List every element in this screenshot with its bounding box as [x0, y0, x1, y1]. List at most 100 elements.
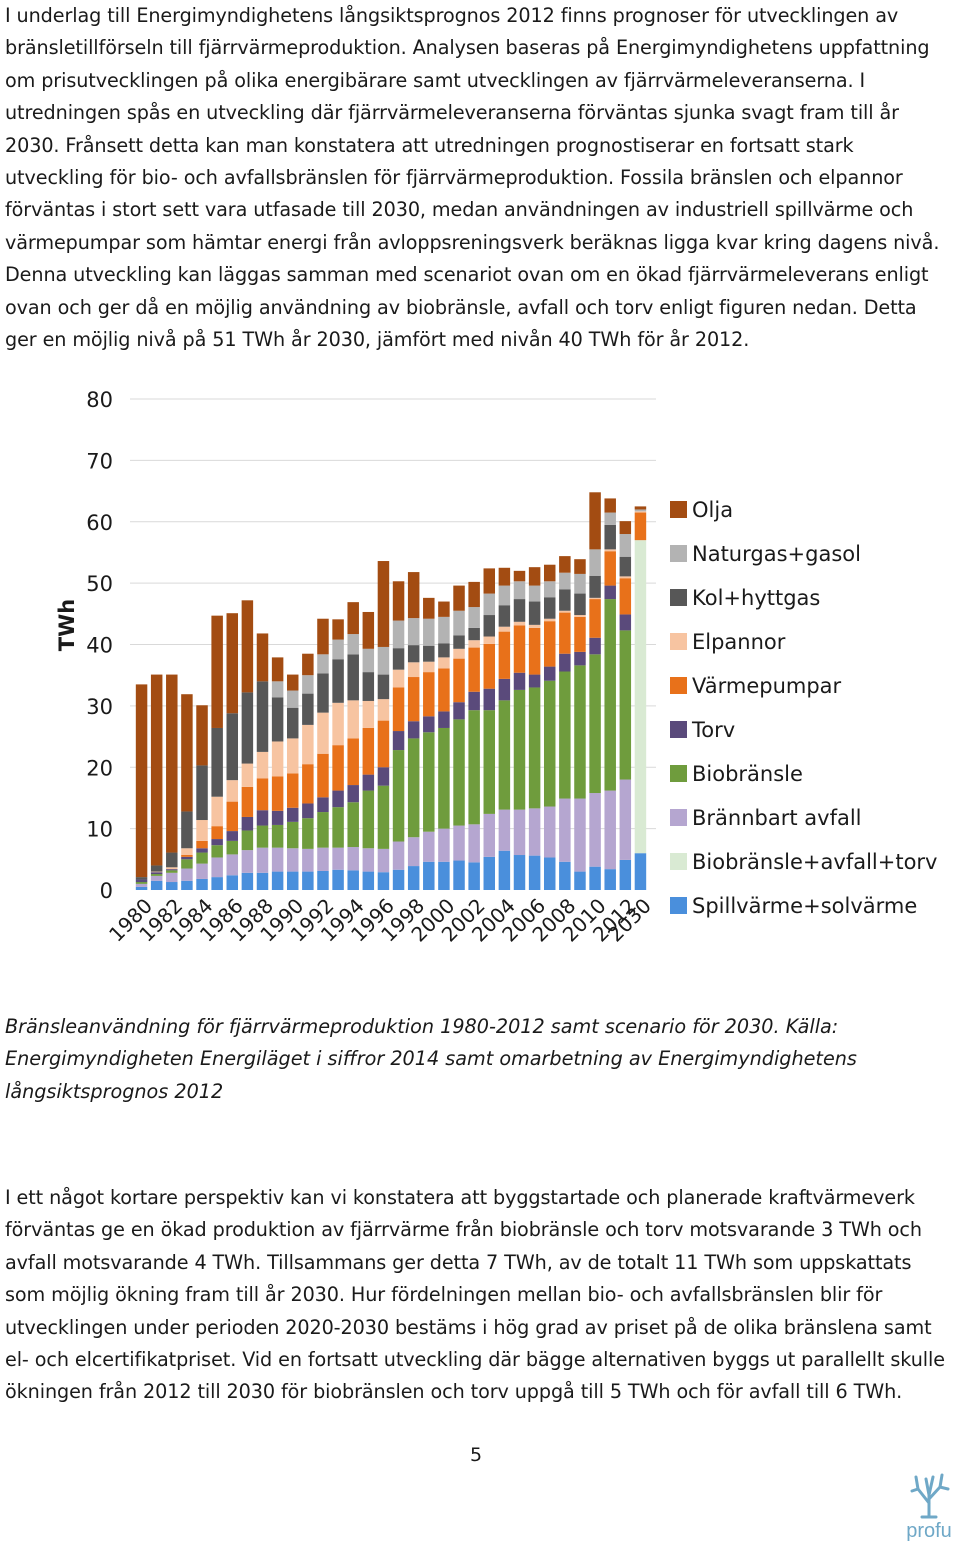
bar-segment: [241, 692, 254, 764]
bar-segment: [438, 643, 450, 658]
bar-segment: [423, 672, 435, 717]
bar-segment: [211, 727, 223, 797]
bar-segment: [332, 659, 344, 703]
bar-segment: [256, 810, 269, 826]
bar-segment: [256, 633, 269, 682]
bar-segment: [347, 654, 359, 701]
bar-segment: [604, 512, 616, 525]
bar-segment: [559, 671, 571, 799]
bar-segment: [271, 871, 284, 890]
bar-segment: [574, 798, 586, 872]
bar-segment: [483, 688, 496, 711]
legend-swatch: [670, 897, 687, 914]
bar-segment: [256, 778, 269, 811]
bar-segment: [286, 707, 299, 739]
bar-segment: [438, 711, 450, 728]
bar-segment: [286, 674, 299, 691]
bar-segment: [211, 839, 223, 846]
bar-segment: [528, 567, 541, 586]
bar-segment: [438, 727, 450, 829]
bar-segment: [468, 824, 480, 863]
legend-swatch: [670, 501, 687, 518]
bar-segment: [574, 615, 586, 617]
bar-segment: [377, 646, 390, 675]
bar-segment: [377, 785, 390, 849]
bar-segment: [498, 700, 511, 810]
bar-segment: [543, 581, 556, 598]
bar-segment: [498, 626, 511, 632]
legend-swatch: [670, 589, 687, 606]
bar-segment: [377, 720, 390, 768]
bar-segment: [196, 840, 208, 849]
legend-label: Spillvärme+solvärme: [692, 894, 917, 918]
bar-segment: [377, 872, 390, 890]
bar-segment: [483, 636, 496, 644]
bar-segment: [468, 710, 480, 825]
bar-segment: [226, 854, 239, 876]
bar-segment: [559, 653, 571, 672]
bar-segment: [241, 763, 254, 787]
bar-segment: [332, 702, 344, 746]
bar-segment: [528, 601, 541, 625]
legend-label: Brännbart avfall: [692, 806, 862, 830]
bar-segment: [135, 684, 148, 878]
bar-segment: [181, 811, 193, 849]
bar-segment: [513, 570, 526, 582]
bar-segment: [543, 666, 556, 681]
bar-segment: [392, 669, 405, 688]
bar-segment: [423, 597, 435, 619]
bar-segment: [302, 675, 314, 694]
bar-segment: [392, 620, 405, 649]
bar-segment: [407, 677, 420, 722]
bar-segment: [589, 549, 601, 576]
bar-segment: [468, 691, 480, 711]
legend-label: Kol+hyttgas: [692, 586, 820, 610]
bar-segment: [407, 645, 420, 663]
legend-label: Torv: [691, 718, 735, 742]
bar-segment: [181, 859, 193, 869]
bar-segment: [317, 847, 329, 871]
bar-segment: [211, 826, 223, 840]
bar-segment: [181, 856, 193, 860]
x-axis-ticks: 1980198219841986198819901992199419961998…: [104, 894, 656, 947]
bar-segment: [498, 809, 511, 851]
legend-label: Olja: [692, 498, 733, 522]
legend-swatch: [670, 853, 687, 870]
y-tick-label: 50: [86, 572, 113, 596]
bar-segment: [543, 680, 556, 807]
bar-segment: [574, 573, 586, 594]
bar-segment: [332, 869, 344, 890]
bar-segment: [634, 853, 647, 890]
legend-label: Biobränsle+avfall+torv: [692, 850, 938, 874]
bar-segment: [302, 803, 314, 819]
logo-wordmark: profu: [906, 1520, 952, 1541]
bar-segment: [302, 693, 314, 725]
bar-segment: [271, 657, 284, 682]
bar-segment: [166, 870, 178, 873]
bar-segment: [181, 694, 193, 812]
bar-segment: [438, 668, 450, 712]
bar-segment: [332, 790, 344, 808]
bar-segment: [302, 724, 314, 765]
bar-segment: [483, 615, 496, 637]
bar-segment: [286, 871, 299, 890]
bar-segment: [423, 831, 435, 862]
bar-segment: [574, 665, 586, 799]
bar-segment: [498, 567, 511, 586]
bar-segment: [407, 721, 420, 739]
bar-segment: [498, 585, 511, 606]
bar-segment: [271, 810, 284, 825]
bar-segment: [604, 549, 616, 552]
fuel-use-chart: 0 10 20 30 40 50 60 70 80 TWh 198019821984198619…: [55, 388, 938, 947]
bar-segment: [302, 871, 314, 890]
bar-segment: [604, 585, 616, 600]
bar-segment: [574, 871, 586, 890]
y-tick-label: 10: [86, 818, 113, 842]
bar-segment: [407, 662, 420, 678]
bar-segment: [483, 813, 496, 857]
bar-segment: [256, 825, 269, 848]
bar-segment: [271, 776, 284, 811]
bar-segment: [634, 512, 647, 541]
bar-segment: [302, 848, 314, 872]
bar-segment: [407, 837, 420, 867]
